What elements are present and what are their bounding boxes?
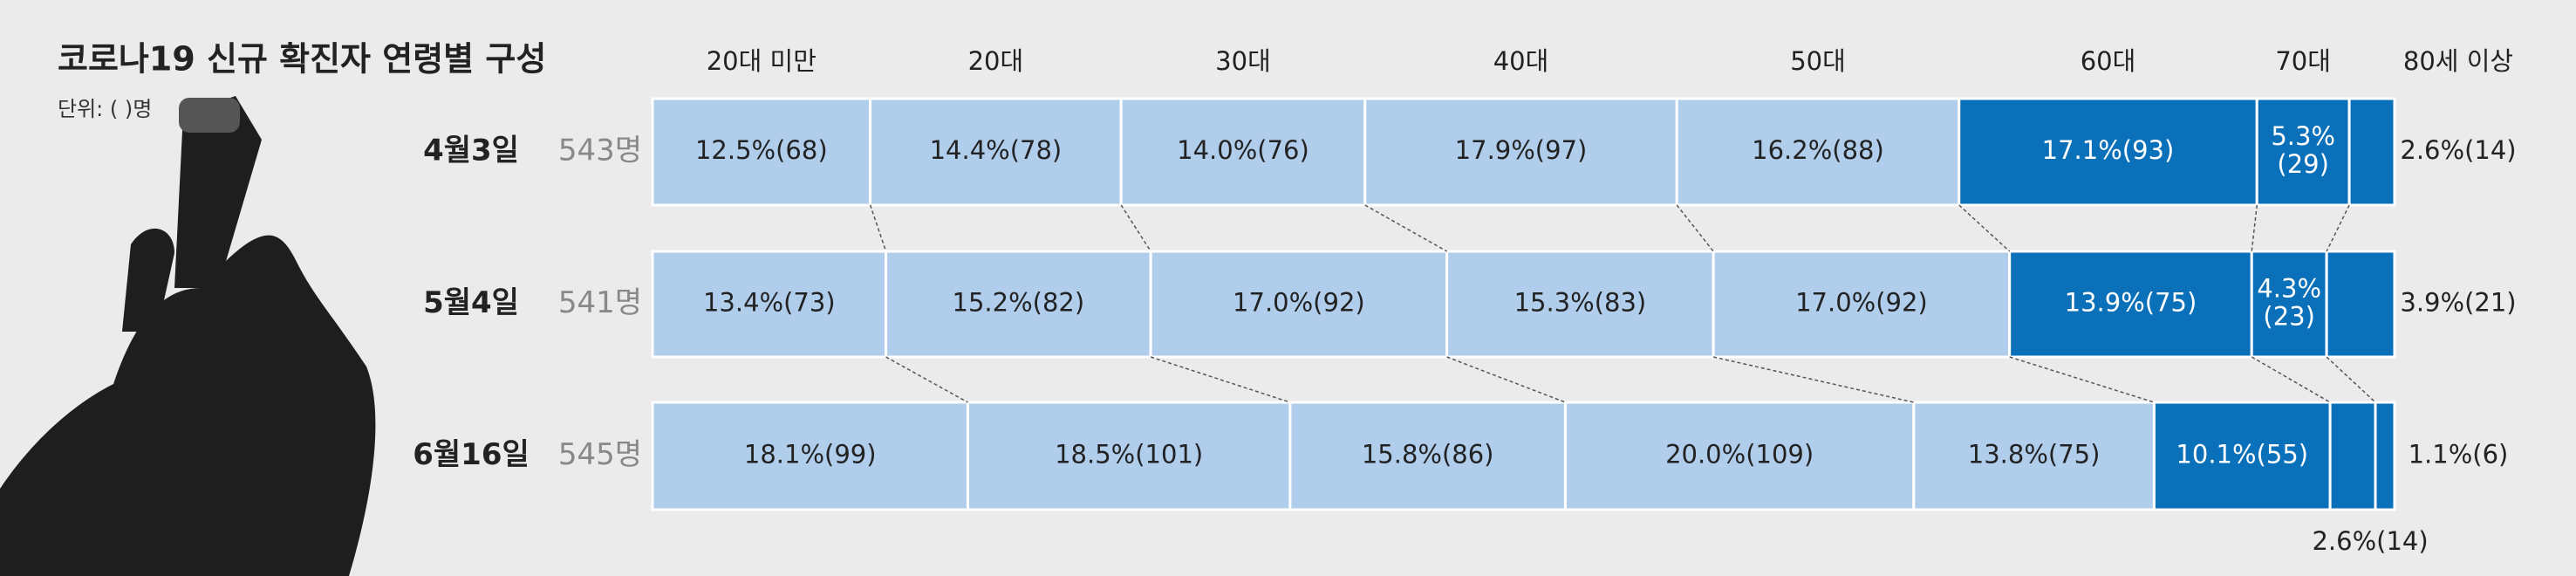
legend-label: 70대 [2275, 46, 2331, 76]
value-label: 1.1%(6) [2409, 440, 2509, 470]
value-label: 2.6%(14) [2400, 135, 2516, 165]
value-label: 3.9%(21) [2400, 288, 2516, 318]
connector [869, 204, 887, 252]
connector [2009, 356, 2155, 403]
value-label: 18.5%(101) [1055, 440, 1203, 470]
legend-label: 60대 [2081, 46, 2136, 76]
value-label: 14.4%(78) [930, 135, 1063, 165]
legend-label: 20대 [968, 46, 1024, 76]
value-label: 5.3% (29) [2271, 121, 2335, 179]
value-label: 15.2%(82) [953, 288, 1085, 318]
value-label: 12.5%(68) [695, 135, 828, 165]
connector [1958, 204, 2011, 252]
row-label: 6월16일 [413, 437, 530, 472]
legend-label: 20대 미만 [707, 46, 817, 76]
bar-segment [2328, 401, 2377, 511]
connector [1120, 204, 1151, 252]
bar-segment [1958, 97, 2258, 207]
value-label: 17.0%(92) [1795, 288, 1928, 318]
row-total: 545명 [558, 437, 642, 472]
connector [2251, 356, 2331, 403]
value-label: 13.8%(75) [1968, 440, 2101, 470]
bar-segment [1445, 250, 1715, 359]
row-total: 541명 [558, 285, 642, 320]
chart-title: 코로나19 신규 확진자 연령별 구성 [58, 40, 546, 79]
bar-segment [2008, 250, 2253, 359]
bar-segment [2374, 401, 2396, 511]
connector [1676, 204, 1714, 252]
value-label: 17.1%(93) [2042, 135, 2175, 165]
legend-label: 30대 [1215, 46, 1271, 76]
bar-segment [2152, 401, 2332, 511]
legend-label: 50대 [1790, 46, 1846, 76]
value-label: 17.9%(97) [1455, 135, 1588, 165]
bar-segment [966, 401, 1292, 511]
legend-label: 40대 [1493, 46, 1549, 76]
bar-segment [2325, 250, 2396, 359]
connector [2326, 356, 2376, 403]
bar-segment [2255, 97, 2351, 207]
connector [885, 356, 968, 403]
value-label: 14.0%(76) [1177, 135, 1309, 165]
row-total: 543명 [558, 134, 642, 168]
bar-segment [1563, 401, 1916, 511]
bar-segment [1288, 401, 1567, 511]
value-label: 20.0%(109) [1665, 440, 1814, 470]
value-label: 10.1%(55) [2176, 440, 2308, 470]
bar-segment [1675, 97, 1961, 207]
connector [1150, 356, 1291, 403]
bar-segment [2347, 97, 2396, 207]
value-label: 18.1%(99) [744, 440, 877, 470]
bar-segment [1119, 97, 1367, 207]
connector [2326, 204, 2350, 252]
bar-segment [1149, 250, 1449, 359]
value-label: 17.0%(92) [1233, 288, 1365, 318]
bar-segment [651, 250, 888, 359]
row-label: 5월4일 [423, 285, 519, 320]
bar-segment [1363, 97, 1678, 207]
connector [1446, 356, 1566, 403]
value-label: 4.3% (23) [2257, 274, 2321, 332]
bar-segment [885, 250, 1152, 359]
chart-subtitle: 단위: ( )명 [58, 97, 152, 121]
value-label: 13.4%(73) [703, 288, 836, 318]
illustration [0, 96, 376, 576]
value-label: 2.6%(14) [2312, 526, 2428, 556]
bar-segment [1912, 401, 2156, 511]
legend-label: 80세 이상 [2403, 46, 2513, 76]
connector [1713, 356, 1914, 403]
bar-segment [2250, 250, 2328, 359]
connector [2251, 204, 2258, 252]
value-label: 13.9%(75) [2065, 288, 2197, 318]
bar-segment [869, 97, 1123, 207]
connector [1364, 204, 1448, 252]
bar-segment [651, 401, 969, 511]
row-label: 4월3일 [423, 134, 519, 168]
value-label: 15.3%(83) [1514, 288, 1647, 318]
value-label: 15.8%(86) [1362, 440, 1494, 470]
value-label: 16.2%(88) [1752, 135, 1884, 165]
bar-segment [1712, 250, 2012, 359]
